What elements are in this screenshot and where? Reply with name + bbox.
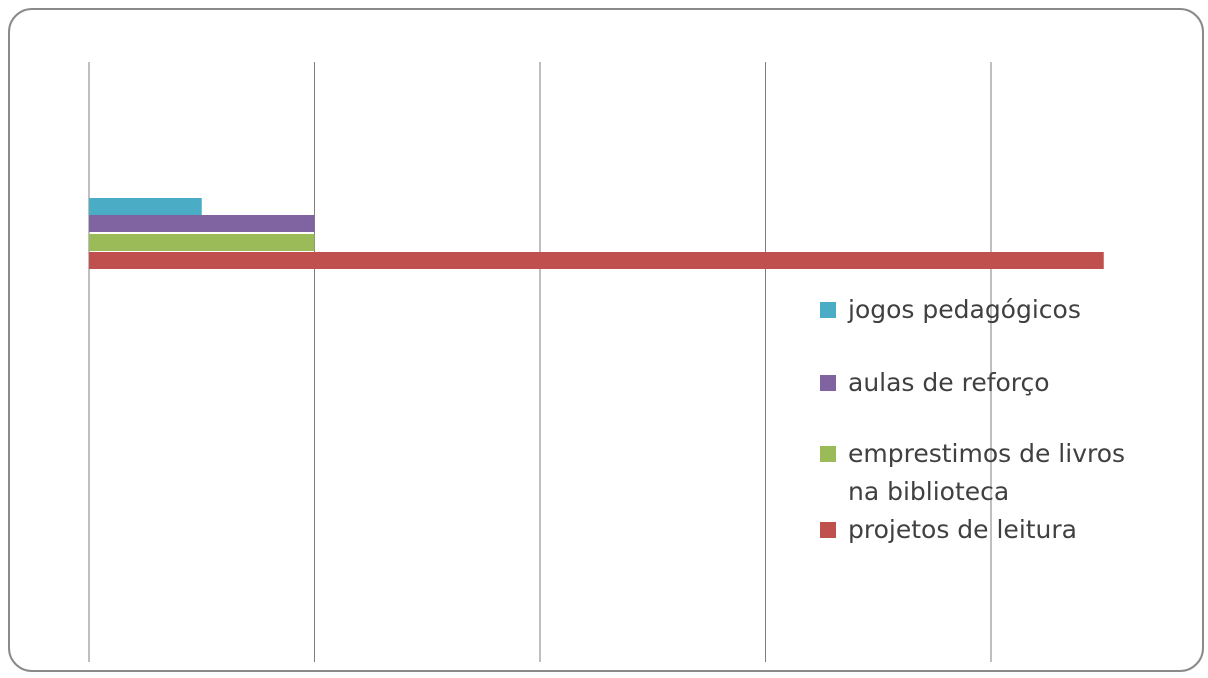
legend-label: aulas de reforço	[848, 368, 1050, 397]
bar-jogos-pedagogicos	[89, 198, 202, 215]
chart-area	[8, 8, 1204, 672]
legend-swatch-icon	[820, 302, 836, 318]
legend-item: jogos pedagógicos	[820, 295, 1081, 324]
legend-label: na biblioteca	[848, 477, 1009, 506]
legend-swatch-icon	[820, 446, 836, 462]
bar-aulas-de-reforco	[89, 215, 315, 232]
legend-label: projetos de leitura	[848, 515, 1077, 544]
legend-label: emprestimos de livros	[848, 439, 1125, 468]
legend-swatch-icon	[820, 375, 836, 391]
legend: jogos pedagógicos aulas de reforço emprest…	[820, 295, 1125, 544]
legend-label: jogos pedagógicos	[847, 295, 1081, 324]
legend-item: projetos de leitura	[820, 515, 1077, 544]
legend-swatch-icon	[820, 522, 836, 538]
legend-item: emprestimos de livros na biblioteca	[820, 439, 1125, 506]
bars	[89, 198, 1104, 269]
legend-item: aulas de reforço	[820, 368, 1050, 397]
bar-emprestimos-de-livros-na-biblioteca	[89, 234, 315, 251]
bar-projetos-de-leitura	[89, 252, 1104, 269]
gridlines	[88, 62, 992, 662]
